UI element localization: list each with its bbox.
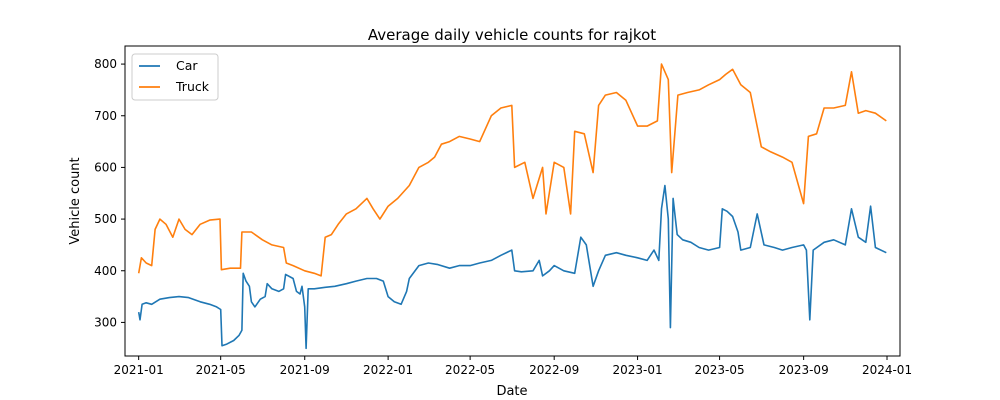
x-tick-label-6: 2023-01 bbox=[612, 363, 662, 377]
legend: Car Truck bbox=[131, 53, 219, 101]
x-tick-label-5: 2022-09 bbox=[529, 363, 579, 377]
x-tick-label-4: 2022-05 bbox=[445, 363, 495, 377]
legend-label-truck: Truck bbox=[175, 79, 210, 94]
legend-label-car: Car bbox=[176, 58, 198, 73]
x-axis-label: Date bbox=[496, 384, 527, 399]
y-tick-label-4: 700 bbox=[94, 109, 117, 123]
y-tick-label-5: 800 bbox=[94, 57, 117, 71]
x-tick-label-1: 2021-05 bbox=[196, 363, 246, 377]
chart-title: Average daily vehicle counts for rajkot bbox=[368, 26, 656, 44]
y-tick-label-1: 400 bbox=[94, 264, 117, 278]
y-axis-label: Vehicle count bbox=[68, 157, 83, 244]
y-tick-label-2: 500 bbox=[94, 212, 117, 226]
x-tick-label-2: 2021-09 bbox=[280, 363, 330, 377]
y-tick-label-3: 600 bbox=[94, 160, 117, 174]
x-axis: 2021-01 2021-05 2021-09 2022-01 2022-05 2022-… bbox=[114, 356, 912, 377]
series-line-car bbox=[137, 184, 887, 350]
x-tick-label-9: 2024-01 bbox=[862, 363, 912, 377]
x-tick-label-3: 2022-01 bbox=[363, 363, 413, 377]
x-tick-label-0: 2021-01 bbox=[114, 363, 164, 377]
plot-frame bbox=[124, 45, 901, 357]
x-tick-label-7: 2023-05 bbox=[695, 363, 745, 377]
x-tick-label-8: 2023-09 bbox=[779, 363, 829, 377]
series-line-truck bbox=[137, 63, 887, 277]
y-tick-label-0: 300 bbox=[94, 315, 117, 329]
plot-marks bbox=[137, 63, 887, 350]
y-axis: 300 400 500 600 700 800 bbox=[94, 57, 125, 329]
